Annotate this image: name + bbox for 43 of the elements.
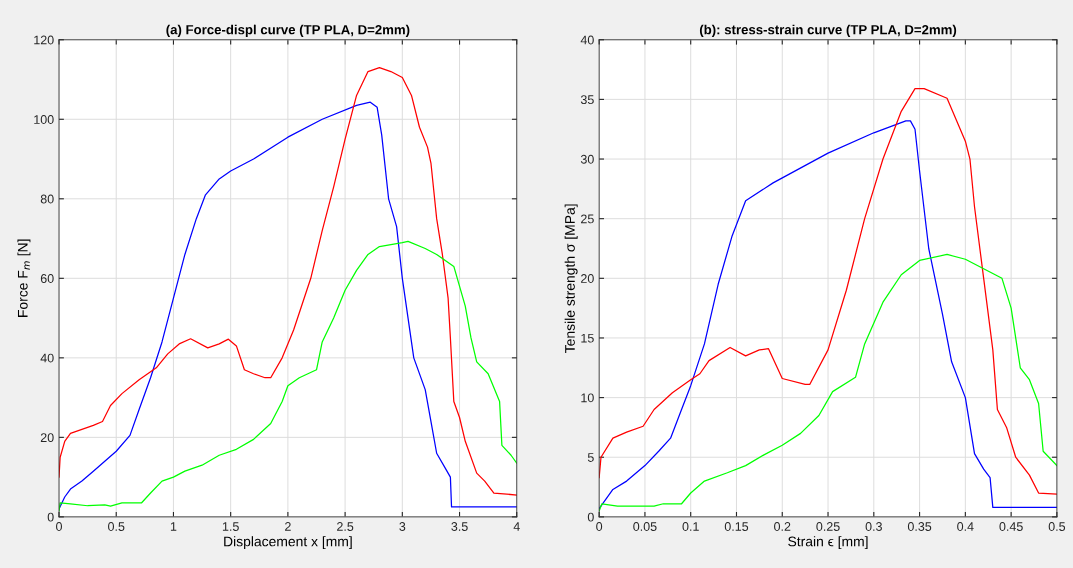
y-axis-title: Force F$_{m}$ [N] [17,239,31,317]
x-tick-label: 0.05 [633,522,657,531]
x-tick-label: 0.2 [774,522,791,531]
y-tick-label: 40 [40,353,54,363]
y-tick-label: 10 [581,393,594,403]
x-tick-label: 0 [596,522,603,531]
x-axis-title: Displacement x [mm] [224,536,352,550]
y-tick-label: 120 [34,35,54,45]
line-series [599,253,1057,512]
x-tick-label: 0.3 [865,522,882,531]
x-tick-label: 0.1 [682,522,699,531]
x-tick-label: 3.5 [451,522,468,531]
y-tick-label: 20 [581,274,594,283]
chart-title: (b): stress-strain curve (TP PLA, D=2mm) [699,24,957,37]
x-tick-label: 0.5 [1048,522,1066,531]
x-tick-label: 0.15 [724,522,749,531]
x-tick-label: 0.35 [907,522,932,531]
y-tick-label: 5 [587,453,594,462]
y-tick-label: 0 [587,512,594,522]
x-axis-title: Strain ϵ [mm] [788,536,868,550]
y-tick-label: 15 [581,333,594,343]
x-tick-label: 0.4 [957,522,974,531]
y-tick-label: 100 [34,115,54,124]
y-tick-label: 0 [47,512,54,522]
x-tick-label: 0 [56,522,62,531]
x-tick-label: 0.5 [108,522,125,531]
y-tick-label: 35 [580,95,594,105]
x-tick-label: 0.45 [999,522,1023,531]
y-tick-label: 30 [580,154,594,164]
chart-title: (a) Force-displ curve (TP PLA, D=2mm) [166,24,410,37]
y-tick-label: 25 [581,214,594,224]
y-tick-label: 20 [40,433,54,443]
x-tick-label: 1.5 [222,522,239,531]
y-tick-label: 80 [40,194,54,204]
x-tick-label: 2.5 [337,522,354,531]
y-tick-label: 60 [40,274,54,283]
x-tick-label: 2 [285,522,291,531]
y-axis-title: Tensile strength σ [MPa] [564,204,578,353]
x-tick-label: 4 [513,522,520,531]
x-tick-label: 1 [170,522,177,531]
y-tick-label: 40 [580,35,594,45]
x-tick-label: 3 [399,522,406,531]
x-tick-label: 0.25 [816,522,840,531]
